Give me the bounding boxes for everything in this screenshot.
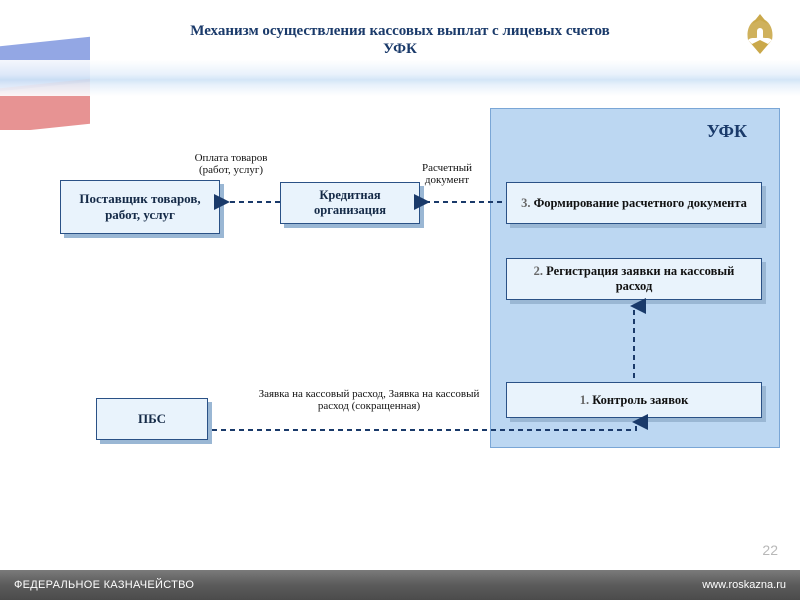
node-step-2: 2. Регистрация заявки на кассовый расход xyxy=(506,258,762,300)
node-label: 2. Регистрация заявки на кассовый расход xyxy=(515,264,753,294)
node-label: Кредитная организация xyxy=(289,188,411,218)
page-title: Механизм осуществления кассовых выплат с… xyxy=(180,22,620,58)
node-label: Поставщик товаров, работ, услуг xyxy=(69,191,211,222)
node-credit-org: Кредитная организация xyxy=(280,182,420,224)
node-pbs: ПБС xyxy=(96,398,208,440)
node-label: 3. Формирование расчетного документа xyxy=(521,196,747,211)
node-step-3: 3. Формирование расчетного документа xyxy=(506,182,762,224)
node-step-1: 1. Контроль заявок xyxy=(506,382,762,418)
footer-org: ФЕДЕРАЛЬНОЕ КАЗНАЧЕЙСТВО xyxy=(14,579,194,591)
emblem-icon xyxy=(738,10,782,63)
page-number: 22 xyxy=(762,542,778,558)
caption-settle-doc: Расчетный документ xyxy=(402,162,492,187)
footer-site: www.roskazna.ru xyxy=(702,579,786,591)
footer: ФЕДЕРАЛЬНОЕ КАЗНАЧЕЙСТВО www.roskazna.ru xyxy=(0,570,800,600)
caption-app-cash: Заявка на кассовый расход, Заявка на кас… xyxy=(254,388,484,413)
ufk-label: УФК xyxy=(707,121,747,142)
caption-pay-goods: Оплата товаров (работ, услуг) xyxy=(186,152,276,177)
node-label: ПБС xyxy=(138,411,166,427)
node-supplier: Поставщик товаров, работ, услуг xyxy=(60,180,220,234)
ribbon-decor xyxy=(0,60,800,96)
node-label: 1. Контроль заявок xyxy=(580,393,689,408)
